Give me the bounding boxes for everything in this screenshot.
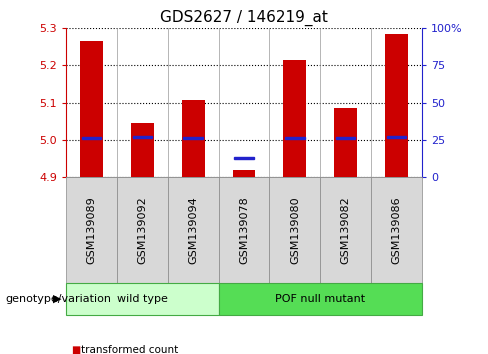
Bar	[131, 123, 154, 177]
Bar	[233, 170, 255, 177]
Bar	[284, 60, 306, 177]
Bar	[182, 100, 204, 177]
Text: GSM139089: GSM139089	[86, 196, 96, 264]
Text: GSM139082: GSM139082	[341, 196, 351, 264]
Text: GSM139086: GSM139086	[392, 196, 402, 264]
Text: genotype/variation: genotype/variation	[5, 294, 111, 304]
Text: transformed count: transformed count	[81, 346, 178, 354]
Title: GDS2627 / 146219_at: GDS2627 / 146219_at	[160, 9, 328, 25]
Text: GSM139078: GSM139078	[239, 196, 249, 264]
Text: GSM139094: GSM139094	[188, 196, 198, 264]
Text: GSM139092: GSM139092	[137, 196, 147, 264]
Bar	[285, 137, 305, 139]
Bar	[336, 137, 355, 139]
Bar	[234, 156, 254, 159]
Text: GSM139080: GSM139080	[290, 196, 300, 264]
Bar	[133, 136, 152, 138]
Bar	[183, 137, 203, 139]
Bar	[385, 34, 408, 177]
Text: wild type: wild type	[117, 294, 168, 304]
Bar	[387, 136, 407, 138]
Text: ▶: ▶	[53, 294, 61, 304]
Bar	[80, 41, 103, 177]
Text: POF null mutant: POF null mutant	[275, 294, 366, 304]
Bar	[81, 137, 101, 139]
Text: ■: ■	[71, 346, 80, 354]
Bar	[334, 108, 357, 177]
